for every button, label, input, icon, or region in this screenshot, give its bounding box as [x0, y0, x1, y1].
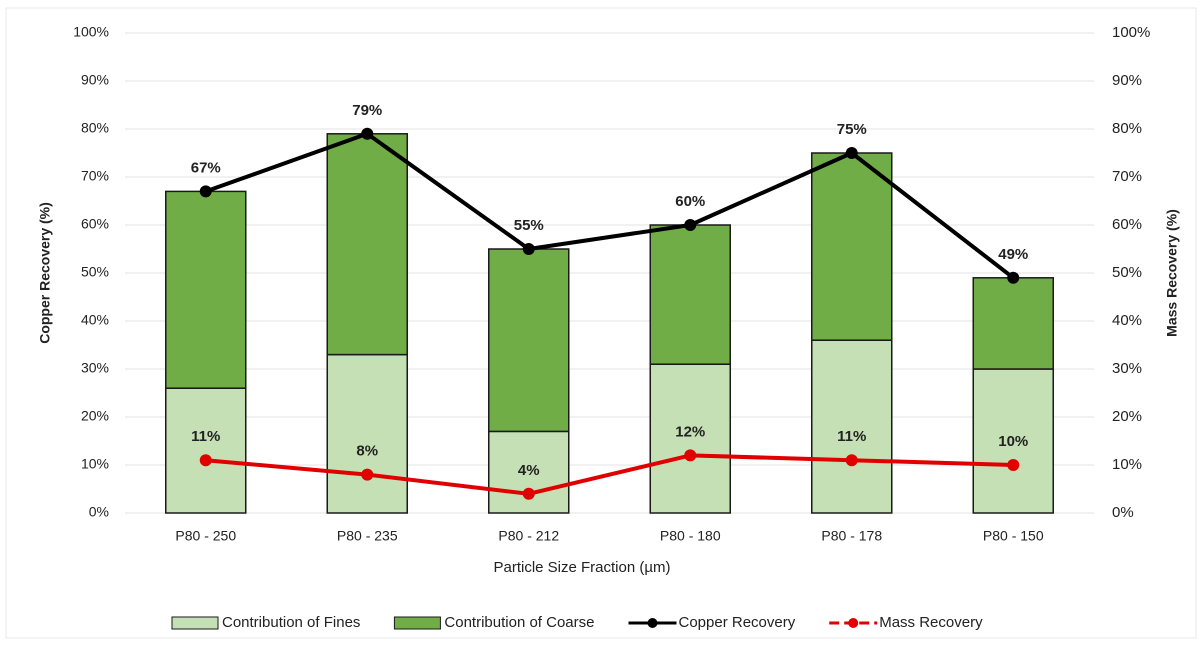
marker: [199, 185, 212, 198]
y-tick-label: 60%: [81, 216, 109, 232]
marker: [684, 219, 697, 231]
data-label: 8%: [356, 443, 378, 460]
bar-segment: [649, 224, 731, 365]
marker: [361, 127, 374, 140]
data-label: 49%: [998, 246, 1028, 263]
bar-segment: [811, 152, 893, 341]
legend-label: Copper Recovery: [679, 614, 796, 631]
y-tick-label: 30%: [81, 360, 109, 376]
bar-segment: [326, 353, 408, 514]
bar-segment: [165, 387, 247, 514]
marker: [1007, 271, 1020, 284]
x-axis-title: Particle Size Fraction (µm): [493, 559, 670, 576]
data-label: 4%: [518, 462, 540, 479]
line: [205, 453, 1014, 496]
data-label: 12%: [675, 423, 705, 440]
legend-label: Contribution of Coarse: [444, 614, 594, 631]
x-tick-label: P80 - 178: [821, 528, 882, 544]
y-tick-label: 10%: [81, 456, 109, 472]
y2-tick-label: 80%: [1112, 120, 1142, 137]
legend-label: Contribution of Fines: [222, 614, 360, 631]
data-label: 10%: [998, 433, 1028, 450]
y-tick-label: 90%: [81, 72, 109, 88]
x-tick-label: P80 - 250: [175, 528, 236, 544]
marker: [845, 454, 858, 467]
y2-tick-label: 60%: [1112, 216, 1142, 233]
marker: [845, 147, 858, 159]
y2-tick-label: 100%: [1112, 24, 1150, 41]
y-tick-label: 80%: [81, 120, 109, 136]
data-label: 55%: [514, 217, 544, 234]
y2-tick-label: 50%: [1112, 264, 1142, 281]
legend-marker: [848, 618, 859, 628]
y2-tick-label: 90%: [1112, 72, 1142, 89]
marker: [522, 487, 535, 500]
data-label: 67%: [191, 159, 221, 176]
y2-axis-title: Mass Recovery (%): [1164, 209, 1180, 337]
bar-segment: [649, 363, 731, 514]
bar-segment: [326, 133, 408, 356]
y-tick-label: 0%: [89, 504, 109, 520]
marker: [361, 468, 374, 481]
y2-tick-label: 0%: [1112, 504, 1134, 521]
y-tick-label: 70%: [81, 168, 109, 184]
y2-tick-label: 70%: [1112, 168, 1142, 185]
marker: [1007, 459, 1020, 471]
marker: [199, 454, 212, 467]
line: [205, 131, 1015, 280]
y2-tick-label: 30%: [1112, 360, 1142, 377]
data-label: 11%: [191, 428, 220, 445]
bar-segment: [811, 339, 893, 514]
bar-segment: [972, 277, 1054, 370]
x-tick-label: P80 - 150: [983, 528, 1044, 544]
bar-segment: [488, 248, 570, 433]
data-label: 79%: [352, 102, 382, 119]
bar-segment: [165, 190, 247, 389]
data-label: 75%: [837, 121, 867, 138]
y-tick-label: 40%: [81, 312, 109, 328]
data-label: 60%: [675, 193, 705, 210]
bar-segment: [488, 430, 570, 514]
x-tick-label: P80 - 235: [337, 528, 398, 544]
legend-swatch: [171, 616, 219, 630]
chart-border: [5, 7, 1197, 639]
bar-segment: [972, 368, 1054, 514]
y-tick-label: 100%: [73, 24, 109, 40]
x-tick-label: P80 - 212: [498, 528, 559, 544]
legend-marker: [647, 618, 658, 628]
x-tick-label: P80 - 180: [660, 528, 721, 544]
legend-label: Mass Recovery: [879, 614, 983, 631]
y-axis-title: Copper Recovery (%): [37, 202, 53, 344]
y2-tick-label: 20%: [1112, 408, 1142, 425]
marker: [684, 449, 697, 462]
y2-tick-label: 10%: [1112, 456, 1142, 473]
legend-swatch: [393, 616, 441, 630]
data-label: 11%: [837, 428, 866, 445]
marker: [522, 243, 535, 255]
y2-tick-label: 40%: [1112, 312, 1142, 329]
y-tick-label: 20%: [81, 408, 109, 424]
y-tick-label: 50%: [81, 264, 109, 280]
